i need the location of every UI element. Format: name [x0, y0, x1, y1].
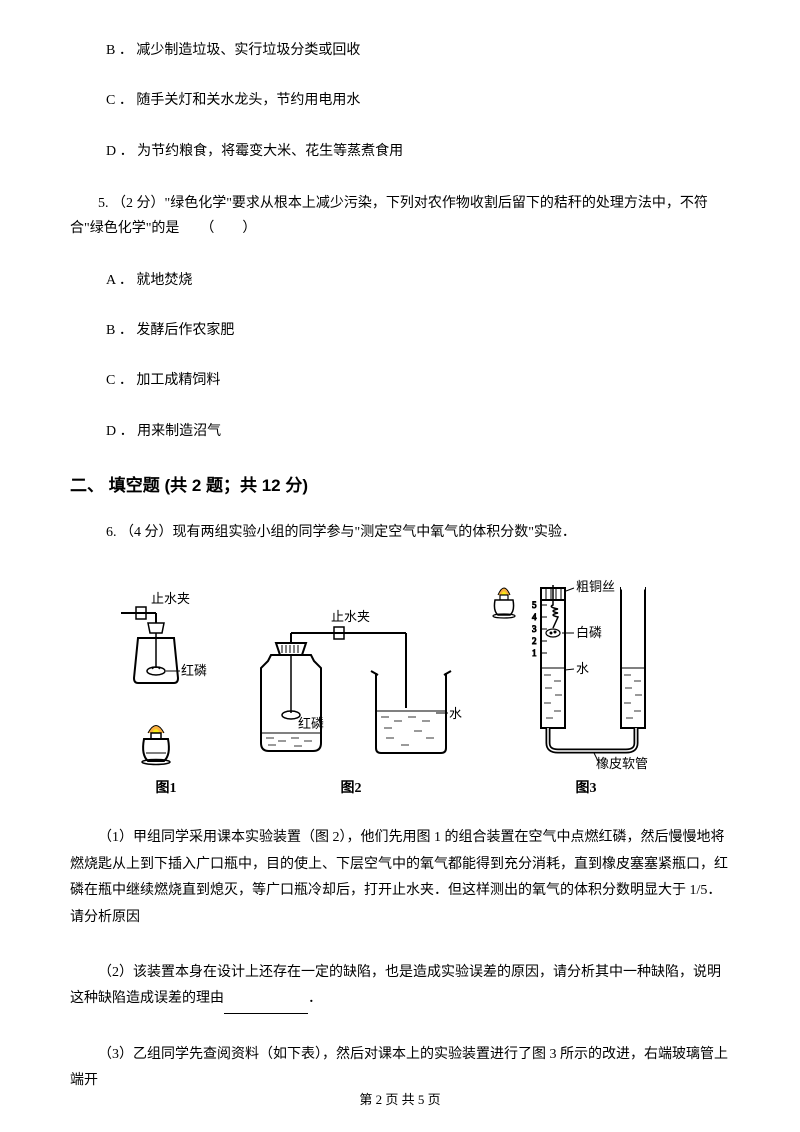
q5-option-c: C ． 加工成精饲料 [70, 370, 730, 392]
figure-2: 止水夹 红磷 [236, 593, 466, 797]
q6-sub3: （3）乙组同学先查阅资料（如下表），然后对课本上的实验装置进行了图 3 所示的改… [70, 1042, 730, 1095]
q6-sub2-text: （2）该装置本身在设计上还存在一定的缺陷，也是造成实验误差的原因，请分析其中一种… [70, 965, 721, 1007]
q4-option-b: B ． 减少制造垃圾、实行垃圾分类或回收 [70, 40, 730, 62]
q5-option-d: D ． 用来制造沼气 [70, 421, 730, 443]
q5-stem: 5. （2 分）"绿色化学"要求从根本上减少污染，下列对农作物收割后留下的秸秆的… [70, 191, 730, 241]
fig1-label-clamp: 止水夹 [151, 591, 190, 606]
fig3-caption: 图3 [576, 777, 597, 797]
q6-sub2: （2）该装置本身在设计上还存在一定的缺陷，也是造成实验误差的原因，请分析其中一种… [70, 960, 730, 1014]
figure-3: 粗铜丝 5 4 3 2 1 白磷 [476, 573, 696, 797]
q6-sub1: （1）甲组同学采用课本实验装置（图 2），他们先用图 1 的组合装置在空气中点燃… [70, 825, 730, 931]
fig2-label-water: 水 [449, 706, 462, 721]
figure-1: 止水夹 红磷 图1 [106, 583, 226, 797]
fig2-label-redp: 红磷 [298, 716, 324, 731]
q5-option-b: B ． 发酵后作农家肥 [70, 320, 730, 342]
fig1-caption: 图1 [156, 777, 177, 797]
svg-text:4: 4 [532, 612, 537, 622]
fig2-label-clamp: 止水夹 [331, 609, 370, 624]
q6-sub2-period: ． [308, 991, 322, 1006]
section-2-header: 二、 填空题 (共 2 题；共 12 分) [70, 471, 730, 496]
fig3-label-wire: 粗铜丝 [576, 579, 615, 594]
figures-row: 止水夹 红磷 图1 止水夹 [106, 573, 730, 797]
svg-text:1: 1 [532, 648, 537, 658]
fig3-label-tube: 橡皮软管 [596, 756, 648, 771]
fig1-label-redp: 红磷 [181, 663, 207, 678]
blank-fill[interactable] [224, 986, 308, 1014]
q5-option-a: A ． 就地焚烧 [70, 270, 730, 292]
q6-stem: 6. （4 分）现有两组实验小组的同学参与"测定空气中氧气的体积分数"实验． [70, 520, 730, 545]
svg-text:2: 2 [532, 636, 537, 646]
q4-option-d: D ． 为节约粮食，将霉变大米、花生等蒸煮食用 [70, 141, 730, 163]
page-footer: 第 2 页 共 5 页 [0, 1089, 800, 1108]
fig3-label-water: 水 [576, 661, 589, 676]
svg-text:3: 3 [532, 624, 537, 634]
fig3-label-whitep: 白磷 [576, 625, 602, 640]
q4-option-c: C ． 随手关灯和关水龙头，节约用电用水 [70, 90, 730, 112]
svg-text:5: 5 [532, 600, 537, 610]
fig2-caption: 图2 [341, 777, 362, 797]
